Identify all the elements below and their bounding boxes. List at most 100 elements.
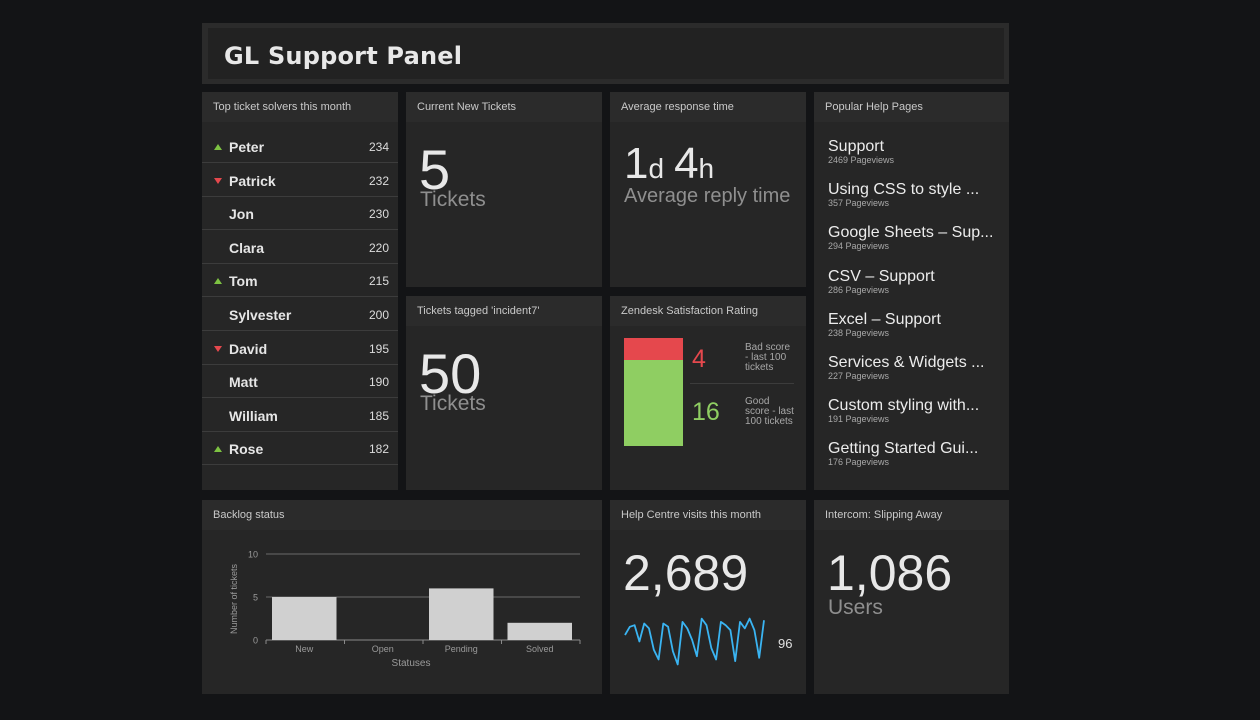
x-tick-label: Open — [372, 644, 394, 654]
y-tick-label: 10 — [248, 550, 258, 560]
help-page-views: 286 Pageviews — [828, 284, 890, 295]
x-tick-label: Pending — [445, 644, 478, 654]
solver-name: Matt — [229, 374, 258, 391]
leaderboard-row: Clara 220 — [202, 231, 398, 264]
help-page-item[interactable]: Getting Started Gui... 176 Pageviews — [828, 440, 1008, 468]
solver-name: Peter — [229, 139, 265, 155]
help-page-item[interactable]: Services & Widgets ... 227 Pageviews — [828, 354, 1008, 382]
tagged-tickets-value: 50 — [419, 342, 482, 405]
x-tick-label: New — [295, 644, 314, 654]
visits-value: 2,689 — [623, 545, 749, 601]
response-days-unit: d — [648, 153, 665, 184]
solver-count: 200 — [368, 308, 389, 322]
help-page-item[interactable]: CSV – Support 286 Pageviews — [828, 268, 1008, 296]
help-page-views: 191 Pageviews — [828, 414, 890, 425]
x-tick-label: Solved — [526, 644, 554, 654]
visits-panel: Help Centre visits this month 2,689 96 — [610, 500, 806, 694]
solver-name: Jon — [229, 206, 254, 223]
help-page-title[interactable]: Using CSS to style ... — [828, 181, 980, 199]
solver-count: 190 — [368, 375, 389, 390]
help-page-title[interactable]: Getting Started Gui... — [828, 440, 979, 458]
solver-count: 230 — [368, 207, 389, 222]
help-page-views: 2469 Pageviews — [828, 155, 895, 165]
satisfaction-title: Zendesk Satisfaction Rating — [610, 296, 806, 326]
leaderboard-row: William 185 — [202, 399, 398, 432]
visits-series-line — [624, 617, 765, 666]
response-hours: 4 — [674, 139, 699, 188]
tagged-tickets-panel: Tickets tagged 'incident7' 50 Tickets — [406, 296, 602, 490]
help-page-title[interactable]: Services & Widgets ... — [828, 354, 985, 371]
y-axis-label: Number of tickets — [229, 563, 239, 634]
help-page-title[interactable]: Custom styling with... — [828, 397, 980, 415]
satisfaction-bad-label: Bad score - last 100 tickets — [745, 342, 791, 373]
leaderboard-row: Rose 182 — [202, 432, 398, 466]
visits-title: Help Centre visits this month — [610, 500, 806, 530]
help-page-views: 294 Pageviews — [828, 241, 890, 252]
help-page-item[interactable]: Custom styling with... 191 Pageviews — [828, 397, 1008, 425]
tagged-tickets-body: 50 Tickets — [406, 326, 602, 490]
leaderboard-row: Patrick 232 — [202, 164, 398, 197]
solver-count: 182 — [368, 442, 389, 457]
help-page-title[interactable]: Excel – Support — [828, 310, 941, 328]
backlog-panel: Backlog status 0 5 10 New Open Pending Solved S… — [202, 500, 602, 694]
help-page-item[interactable]: Excel – Support 238 Pageviews — [828, 311, 1008, 339]
help-page-title[interactable]: Google Sheets – Sup... — [828, 224, 994, 242]
trend-up-icon — [214, 446, 222, 453]
satisfaction-good-label: Good score - last 100 tickets — [745, 396, 794, 427]
satisfaction-panel: Zendesk Satisfaction Rating 4 Bad score … — [610, 296, 806, 490]
response-time-value: 1d 4h — [624, 139, 724, 189]
backlog-body: 0 5 10 New Open Pending Solved Statuses Number o… — [202, 530, 602, 694]
response-time-subtitle: Average reply time — [624, 185, 791, 207]
response-time-body: 1d 4h Average reply time — [610, 122, 806, 287]
satisfaction-body: 4 Bad score - last 100 tickets 16 Good s… — [610, 326, 806, 490]
response-days: 1 — [624, 139, 649, 188]
response-time-title: Average response time — [610, 92, 806, 122]
solver-name: William — [229, 407, 278, 424]
solver-count: 195 — [368, 341, 389, 356]
visits-latest-value: 96 — [778, 636, 793, 651]
popular-pages-panel: Popular Help Pages Support 2469 Pageviews… — [814, 92, 1009, 490]
leaderboard-row: Tom 215 — [202, 264, 398, 298]
leaderboard-row: Sylvester 200 — [202, 298, 398, 331]
intercom-body: 1,086 Users — [814, 530, 1009, 694]
help-page-views: 176 Pageviews — [828, 457, 890, 468]
solver-count: 234 — [368, 140, 389, 154]
bar-new — [272, 597, 337, 640]
solver-name: Rose — [229, 441, 264, 458]
response-time-panel: Average response time 1d 4h Average reply… — [610, 92, 806, 287]
satisfaction-bad-bar — [624, 338, 683, 360]
leaderboard-panel: Top ticket solvers this month Peter 234 Pa… — [202, 92, 398, 490]
bar-pending — [429, 588, 494, 640]
solver-name: Sylvester — [229, 307, 292, 323]
visits-sparkline — [624, 617, 765, 666]
new-tickets-unit: Tickets — [420, 188, 486, 211]
solver-count: 185 — [368, 408, 389, 423]
intercom-value: 1,086 — [827, 545, 953, 601]
solver-count: 232 — [368, 173, 389, 188]
backlog-title: Backlog status — [202, 500, 602, 530]
trend-down-icon — [214, 345, 222, 352]
help-page-item[interactable]: Google Sheets – Sup... 294 Pageviews — [828, 224, 1008, 252]
satisfaction-divider — [690, 383, 794, 384]
help-page-views: 227 Pageviews — [828, 371, 890, 381]
help-page-item[interactable]: Using CSS to style ... 357 Pageviews — [828, 181, 1008, 209]
solver-name: David — [229, 340, 268, 357]
satisfaction-good-value: 16 — [692, 398, 720, 426]
trend-down-icon — [214, 177, 222, 184]
bar-solved — [507, 622, 572, 640]
trend-up-icon — [214, 144, 222, 150]
help-page-title[interactable]: Support — [828, 138, 885, 155]
help-page-title[interactable]: CSV – Support — [828, 267, 935, 285]
y-tick-label: 0 — [253, 636, 258, 646]
help-page-views: 238 Pageviews — [828, 327, 890, 338]
header-frame: GL Support Panel — [202, 23, 1009, 84]
intercom-panel: Intercom: Slipping Away 1,086 Users — [814, 500, 1009, 694]
new-tickets-title: Current New Tickets — [406, 92, 602, 122]
intercom-unit: Users — [828, 596, 883, 619]
popular-pages-body: Support 2469 Pageviews Using CSS to style … — [814, 122, 1009, 490]
solver-name: Patrick — [229, 172, 276, 189]
new-tickets-value: 5 — [419, 138, 451, 201]
backlog-chart: 0 5 10 New Open Pending Solved Statuses Number o… — [229, 550, 581, 669]
intercom-title: Intercom: Slipping Away — [814, 500, 1009, 530]
help-page-item[interactable]: Support 2469 Pageviews — [828, 138, 1008, 166]
